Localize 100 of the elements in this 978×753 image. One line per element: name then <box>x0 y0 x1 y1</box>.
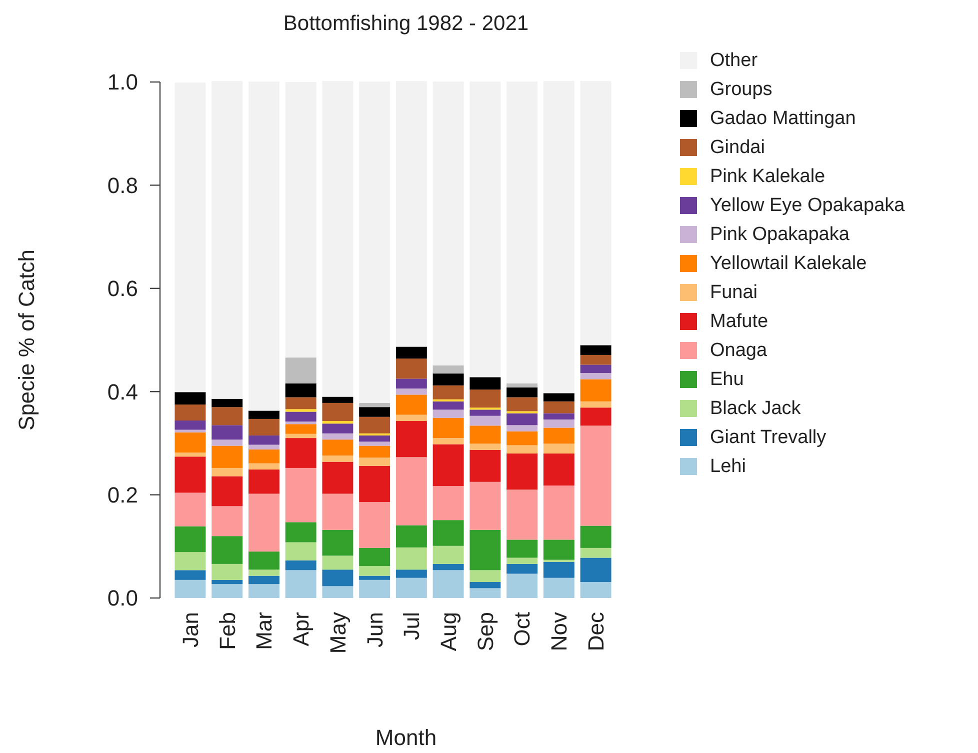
legend-label: Black Jack <box>710 398 802 419</box>
bar <box>580 426 612 526</box>
bar <box>506 397 538 412</box>
x-tick-label: Aug <box>436 612 462 652</box>
bar <box>580 548 612 558</box>
bar <box>506 558 538 564</box>
bar <box>212 80 243 399</box>
bar <box>174 432 206 452</box>
bar <box>470 570 501 582</box>
bar <box>322 462 354 494</box>
bar <box>359 580 390 598</box>
bar <box>322 494 354 530</box>
legend-label: Yellow Eye Opakapaka <box>710 195 906 216</box>
y-tick-label: 1.0 <box>107 70 138 95</box>
bar <box>322 402 354 422</box>
bar <box>285 424 316 434</box>
bar <box>543 428 574 444</box>
legend-label: Pink Kalekale <box>710 166 826 187</box>
x-tick-label: May <box>325 612 350 654</box>
x-tick-label: Feb <box>214 612 240 650</box>
bar <box>322 530 354 556</box>
bar <box>322 556 354 570</box>
bar <box>543 578 574 598</box>
bar <box>543 80 574 394</box>
bar <box>212 564 243 580</box>
bar <box>432 546 464 564</box>
bar <box>212 476 243 506</box>
bar <box>506 413 538 426</box>
x-tick-label: Dec <box>583 612 608 652</box>
bar <box>248 449 280 464</box>
bar <box>543 419 574 428</box>
bar <box>470 377 501 390</box>
bar <box>285 542 316 560</box>
y-tick-label: 0.6 <box>107 276 138 302</box>
bar <box>580 354 612 365</box>
legend-label: Other <box>710 50 758 71</box>
bar <box>322 421 354 424</box>
bar <box>174 492 206 526</box>
bar <box>285 82 316 358</box>
bar <box>470 390 501 408</box>
bar <box>506 445 538 454</box>
bar <box>359 458 390 466</box>
bar <box>248 418 280 436</box>
x-axis-title: Month <box>375 725 437 750</box>
bar <box>174 526 206 552</box>
x-tick-label: Nov <box>546 612 572 652</box>
legend-label: Yellowtail Kalekale <box>710 253 867 274</box>
bar <box>396 414 427 422</box>
y-tick-label: 0.0 <box>107 586 138 611</box>
bar <box>174 420 206 430</box>
bar <box>543 393 574 402</box>
bar <box>396 80 427 347</box>
x-tick-label: Sep <box>472 612 498 652</box>
bar <box>322 80 354 397</box>
bar <box>212 584 243 598</box>
legend-label: Pink Opakapaka <box>710 224 850 245</box>
bar <box>359 442 390 446</box>
bar <box>359 566 390 576</box>
bar <box>248 410 280 419</box>
bar <box>285 438 316 468</box>
bar <box>432 410 464 418</box>
bar <box>543 401 574 414</box>
bar <box>580 526 612 548</box>
bar <box>322 424 354 434</box>
bar <box>580 401 612 408</box>
bar <box>396 570 427 578</box>
legend-label: Funai <box>710 282 758 303</box>
bar <box>580 364 612 374</box>
bar <box>322 396 354 403</box>
chart-title: Bottomfishing 1982 - 2021 <box>283 12 529 35</box>
bar <box>212 468 243 476</box>
bar <box>174 456 206 493</box>
bar <box>506 81 538 384</box>
bar <box>580 345 612 355</box>
bar <box>359 407 390 417</box>
bar <box>543 540 574 560</box>
bar <box>212 536 243 564</box>
bar <box>470 482 501 530</box>
bar <box>212 407 243 426</box>
bar <box>359 466 390 502</box>
bar <box>322 433 354 440</box>
bar <box>396 421 427 458</box>
legend-label: Giant Trevally <box>710 427 827 448</box>
bar <box>212 440 243 446</box>
bar <box>248 584 280 598</box>
bar <box>580 558 612 582</box>
x-tick-label: Oct <box>510 612 535 646</box>
y-tick-label: 0.8 <box>107 172 138 198</box>
bar <box>506 383 538 388</box>
bar <box>580 408 612 426</box>
bar <box>580 373 612 380</box>
legend-label: Mafute <box>710 311 768 332</box>
bar <box>432 374 464 386</box>
bar <box>470 444 501 450</box>
bar <box>396 378 427 389</box>
bar <box>285 522 316 542</box>
bar <box>248 444 280 450</box>
bar <box>285 560 316 570</box>
bar <box>322 456 354 462</box>
bar <box>359 435 390 442</box>
